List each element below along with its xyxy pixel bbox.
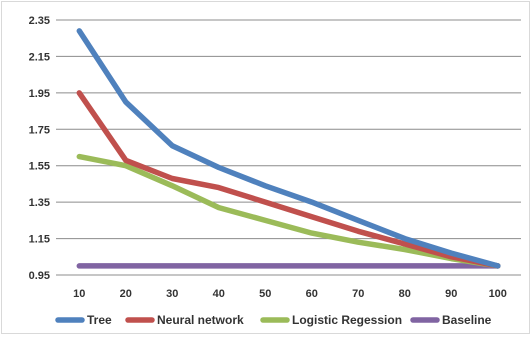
x-tick-label: 80 <box>399 288 411 300</box>
y-tick-label: 1.75 <box>29 124 50 136</box>
y-tick-label: 2.15 <box>29 51 50 63</box>
y-tick-label: 0.95 <box>29 270 50 282</box>
x-tick-label: 30 <box>166 288 178 300</box>
x-tick-label: 40 <box>213 288 225 300</box>
series-line-neural-network <box>76 90 501 269</box>
y-tick-label: 1.35 <box>29 197 50 209</box>
series-line-logistic-regession <box>76 153 501 269</box>
x-tick-label: 70 <box>352 288 364 300</box>
y-tick-label: 1.55 <box>29 161 50 173</box>
y-tick-label: 2.35 <box>29 15 50 27</box>
x-tick-label: 50 <box>259 288 271 300</box>
x-tick-label: 20 <box>120 288 132 300</box>
legend-label: Baseline <box>442 313 492 327</box>
x-tick-label: 90 <box>445 288 457 300</box>
series-line-tree <box>76 28 501 269</box>
legend-label: Logistic Regession <box>292 313 402 327</box>
legend-label: Neural network <box>157 313 244 327</box>
legend-label: Tree <box>87 313 112 327</box>
x-tick-label: 10 <box>73 288 85 300</box>
y-tick-label: 1.15 <box>29 234 50 246</box>
x-tick-label: 100 <box>489 288 507 300</box>
y-tick-label: 1.95 <box>29 88 50 100</box>
x-tick-label: 60 <box>306 288 318 300</box>
